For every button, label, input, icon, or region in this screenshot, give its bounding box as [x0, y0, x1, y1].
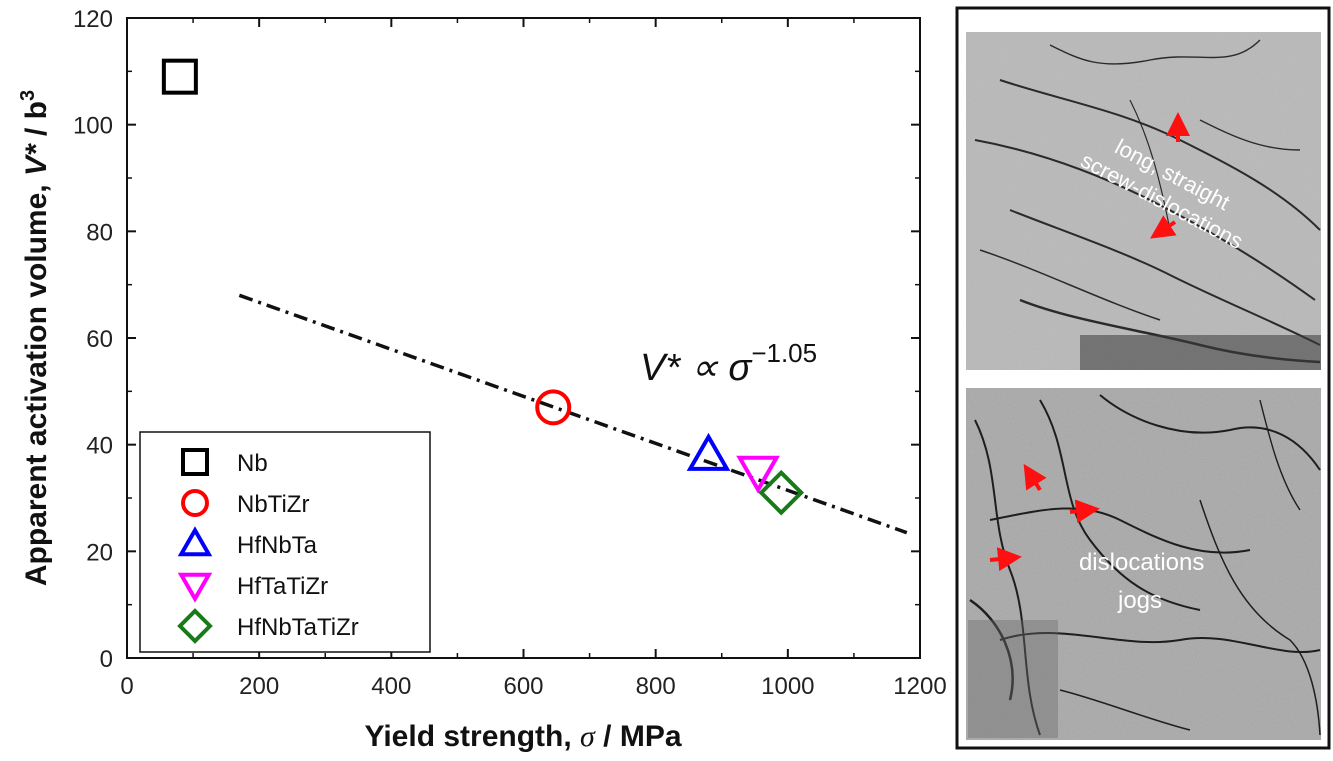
y-tick-label: 0	[100, 646, 113, 673]
red-arrow	[1069, 499, 1100, 524]
marker-hfnbta	[686, 432, 731, 471]
y-tick-label: 120	[73, 6, 113, 33]
marker-hftatizr	[736, 455, 780, 494]
y-axis-title-symbol: V*	[20, 143, 53, 176]
marker-nbtizr	[535, 389, 572, 426]
micrograph-bottom-arrows	[989, 463, 1100, 572]
legend-label-hftatizr: HfTaTiZr	[237, 573, 328, 600]
legend-items: Nb NbTiZr HfNbTa HfTaTiZr HfNbTaTiZr	[177, 448, 359, 644]
micrograph-bottom-dark-region	[968, 620, 1058, 738]
data-markers	[161, 58, 805, 516]
x-tick-label: 800	[636, 673, 676, 700]
x-axis-title-main: Yield strength,	[364, 720, 580, 753]
x-axis-title: Yield strength, σ / MPa	[364, 720, 681, 753]
red-arrow	[989, 547, 1022, 572]
red-arrow	[1023, 463, 1047, 492]
y-axis-title: Apparent activation volume, V* / b3	[17, 90, 53, 586]
y-tick-label: 60	[86, 326, 113, 353]
micrograph-panels: long, straight screw-dislocations	[955, 6, 1331, 750]
micrograph-bottom-dislocations	[969, 394, 1321, 736]
x-axis-title-symbol: σ	[580, 720, 596, 753]
fit-annotation-main: V* ∝ σ	[640, 347, 753, 389]
legend-label-hfnbta: HfNbTa	[237, 532, 318, 559]
micrograph-bottom-label: dislocations jogs	[1079, 549, 1211, 614]
x-tick-label: 1200	[893, 673, 946, 700]
micrograph-top-dark-band	[1080, 335, 1321, 370]
plot-area: 0 200 400 600 800 1000 1200 0 20 40 60 80 100 120 V*…	[73, 6, 947, 700]
micrograph-top: long, straight screw-dislocations	[966, 32, 1321, 370]
x-tick-label: 1000	[761, 673, 814, 700]
y-axis-title-exponent: 3	[17, 90, 39, 101]
y-tick-label: 100	[73, 113, 113, 140]
legend-label-nbtizr: NbTiZr	[237, 491, 309, 518]
y-tick-label: 40	[86, 433, 113, 460]
y-tick-label: 20	[86, 539, 113, 566]
fit-annotation-exponent: −1.05	[751, 338, 817, 368]
fit-annotation: V* ∝ σ−1.05	[640, 338, 817, 389]
legend-marker-nbtizr	[181, 489, 209, 517]
micrograph-top-arrows	[1150, 112, 1190, 239]
y-ticks	[127, 17, 920, 659]
marker-hfnbtatizr	[758, 469, 805, 516]
x-tick-label: 600	[503, 673, 543, 700]
micrograph-bottom-grain	[966, 388, 1321, 740]
y-axis-title-main: Apparent activation volume,	[20, 176, 53, 586]
y-axis-title-unit: / b	[20, 101, 53, 144]
legend-marker-hfnbta	[177, 526, 213, 557]
x-tick-labels: 0 200 400 600 800 1000 1200	[120, 673, 946, 700]
x-tick-label: 200	[239, 673, 279, 700]
red-arrow	[1150, 215, 1177, 239]
legend-marker-hftatizr	[177, 572, 213, 603]
micrograph-bottom: dislocations jogs	[966, 388, 1321, 740]
x-tick-label: 400	[371, 673, 411, 700]
legend-label-hfnbtatizr: HfNbTaTiZr	[237, 614, 359, 641]
y-tick-labels: 0 20 40 60 80 100 120	[73, 6, 113, 673]
y-tick-label: 80	[86, 219, 113, 246]
x-axis-title-unit: / MPa	[595, 720, 682, 753]
marker-nb	[161, 58, 198, 95]
legend-marker-nb	[181, 448, 209, 476]
legend-marker-hfnbtatizr	[177, 608, 213, 644]
x-tick-label: 0	[120, 673, 133, 700]
legend: Nb NbTiZr HfNbTa HfTaTiZr HfNbTaTiZr	[139, 431, 431, 653]
micrograph-bottom-label-line-2: jogs	[1117, 587, 1162, 614]
micrograph-bottom-label-line-1: dislocations	[1079, 549, 1204, 576]
legend-label-nb: Nb	[237, 450, 268, 477]
fit-line	[238, 293, 908, 535]
